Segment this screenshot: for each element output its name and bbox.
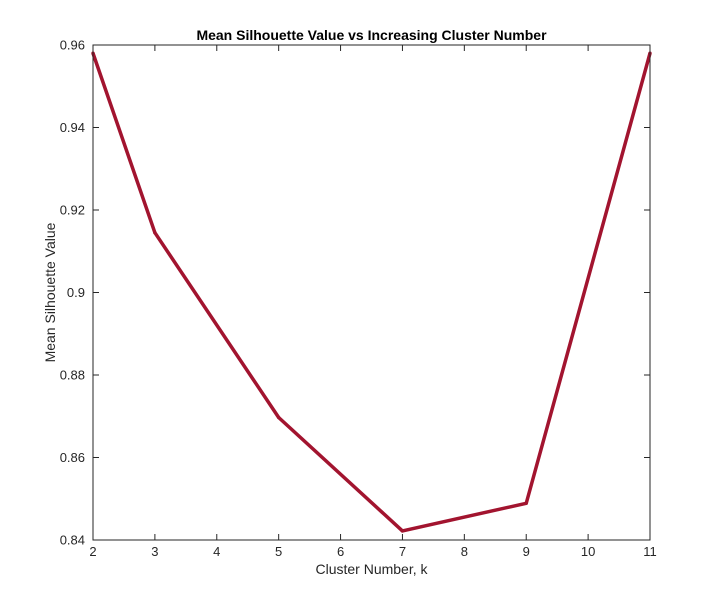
y-tick-label: 0.94 xyxy=(60,120,85,135)
y-tick-label: 0.84 xyxy=(60,533,85,548)
y-tick-label: 0.86 xyxy=(60,450,85,465)
y-tick-label: 0.88 xyxy=(60,368,85,383)
x-tick-label: 7 xyxy=(399,544,406,559)
axes-box xyxy=(92,44,651,541)
x-tick-label: 11 xyxy=(643,544,657,559)
y-axis-label: Mean Silhouette Value xyxy=(42,222,58,362)
x-tick-label: 4 xyxy=(213,544,220,559)
x-tick-label: 8 xyxy=(461,544,468,559)
y-tick-label: 0.9 xyxy=(67,285,85,300)
data-point xyxy=(524,501,528,505)
data-point xyxy=(400,529,405,533)
x-tick-label: 3 xyxy=(151,544,158,559)
x-tick-label: 10 xyxy=(581,544,595,559)
y-tick-label: 0.92 xyxy=(60,203,85,218)
x-tick-label: 6 xyxy=(337,544,344,559)
y-tick-label: 0.96 xyxy=(60,38,85,53)
ticks xyxy=(92,44,651,541)
tick-labels: 2 3 4 5 6 7 8 9 10 11 0.84 0.86 0.88 0.9 0.92 0.94 0.96 xyxy=(60,38,657,560)
data-point xyxy=(153,230,157,235)
series-line xyxy=(91,52,652,533)
axes-background xyxy=(93,45,650,540)
x-tick-label: 5 xyxy=(275,544,282,559)
x-tick-label: 2 xyxy=(89,544,96,559)
x-tick-label: 9 xyxy=(523,544,530,559)
data-point xyxy=(276,415,281,420)
chart-title: Mean Silhouette Value vs Increasing Clus… xyxy=(196,27,547,43)
x-axis-label: Cluster Number, k xyxy=(315,561,428,577)
